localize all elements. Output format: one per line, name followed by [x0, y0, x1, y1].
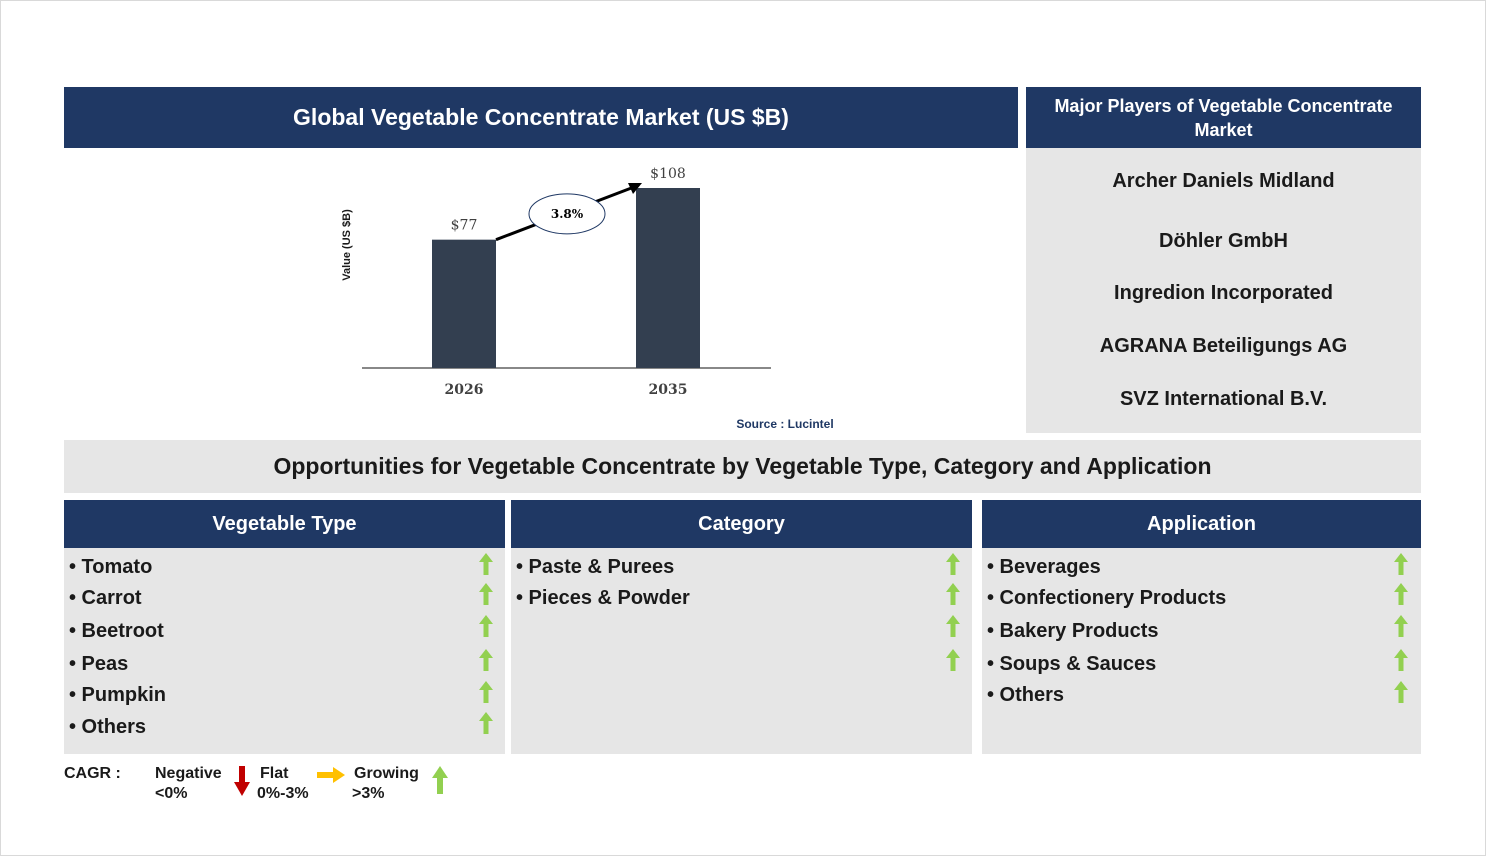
- list-item: • Tomato: [69, 556, 153, 578]
- segment-header-vegetable-type: Vegetable Type: [64, 500, 505, 548]
- list-item: • Peas: [69, 653, 129, 675]
- legend-negative: Negative: [155, 765, 222, 782]
- y-axis-label: Value (US $B): [341, 209, 353, 281]
- x-tick-label: 2035: [649, 382, 688, 398]
- list-item: • Others: [69, 716, 147, 738]
- legend-growing: Growing: [354, 765, 419, 782]
- bar-value-label: $108: [650, 166, 686, 182]
- player-3: Ingredion Incorporated: [1114, 282, 1333, 304]
- list-item: • Others: [987, 684, 1065, 706]
- segment-header-application: Application: [982, 500, 1421, 548]
- up-arrow-icon: [479, 712, 493, 734]
- bar-2026: [432, 239, 496, 368]
- legend-label: CAGR :: [64, 765, 121, 782]
- list-item: • Pieces & Powder: [516, 587, 690, 609]
- growth-arrow-head: [628, 183, 642, 194]
- up-arrow-icon: [1394, 615, 1408, 637]
- segment-panel-application: • Beverages • Confectionery Products • Bak…: [982, 548, 1421, 754]
- legend-growing-range: >3%: [352, 785, 385, 802]
- list-item: • Confectionery Products: [987, 587, 1227, 609]
- list-item: • Bakery Products: [987, 620, 1159, 642]
- up-arrow-icon: [479, 615, 493, 637]
- source-label: Source : Lucintel: [736, 417, 833, 431]
- up-arrow-icon: [479, 583, 493, 605]
- list-item: • Paste & Purees: [516, 556, 675, 578]
- list-item: • Pumpkin: [69, 684, 167, 706]
- up-arrow-icon: [432, 766, 448, 794]
- up-arrow-icon: [479, 649, 493, 671]
- up-arrow-icon: [1394, 681, 1408, 703]
- opportunities-title: Opportunities for Vegetable Concentrate …: [64, 440, 1421, 493]
- bar-value-label: $77: [451, 218, 478, 234]
- player-2: Döhler GmbH: [1159, 230, 1288, 252]
- x-tick-label: 2026: [445, 382, 484, 398]
- legend-flat-range: 0%-3%: [257, 785, 309, 802]
- up-arrow-icon: [1394, 553, 1408, 575]
- up-arrow-icon: [946, 553, 960, 575]
- legend-flat: Flat: [260, 765, 289, 782]
- player-4: AGRANA Beteiligungs AG: [1099, 335, 1348, 357]
- player-5: SVZ International B.V.: [1119, 388, 1328, 410]
- chart-header: Global Vegetable Concentrate Market (US …: [64, 87, 1018, 148]
- up-arrow-icon: [946, 615, 960, 637]
- players-panel: Archer Daniels Midland Döhler GmbH Ingre…: [1026, 148, 1421, 433]
- cagr-legend: CAGR : Negative <0% Flat 0%-3% Growing >…: [64, 762, 484, 808]
- flat-arrow-icon: [317, 767, 345, 783]
- players-header: Major Players of Vegetable Concentrate M…: [1026, 87, 1421, 148]
- list-item: • Soups & Sauces: [987, 653, 1157, 675]
- bar-2035: [636, 188, 700, 368]
- market-bar-chart: Value (US $B) $77 2026 $108 2035 3.8% Source :…: [341, 166, 834, 431]
- segment-header-category: Category: [511, 500, 972, 548]
- up-arrow-icon: [1394, 649, 1408, 671]
- up-arrow-icon: [946, 583, 960, 605]
- list-item: • Carrot: [69, 587, 142, 609]
- up-arrow-icon: [946, 649, 960, 671]
- up-arrow-icon: [479, 681, 493, 703]
- legend-negative-range: <0%: [155, 785, 188, 802]
- player-1: Archer Daniels Midland: [1112, 170, 1335, 192]
- up-arrow-icon: [479, 553, 493, 575]
- list-item: • Beverages: [987, 556, 1101, 578]
- up-arrow-icon: [1394, 583, 1408, 605]
- cagr-ellipse: [528, 193, 606, 235]
- segment-panel-vegetable-type: • Tomato • Carrot • Beetroot • Peas • Pumpki…: [64, 548, 505, 754]
- list-item: • Beetroot: [69, 620, 164, 642]
- segment-panel-category: • Paste & Purees • Pieces & Powder: [511, 548, 972, 754]
- cagr-label: 3.8%: [551, 207, 584, 221]
- down-arrow-icon: [234, 766, 250, 796]
